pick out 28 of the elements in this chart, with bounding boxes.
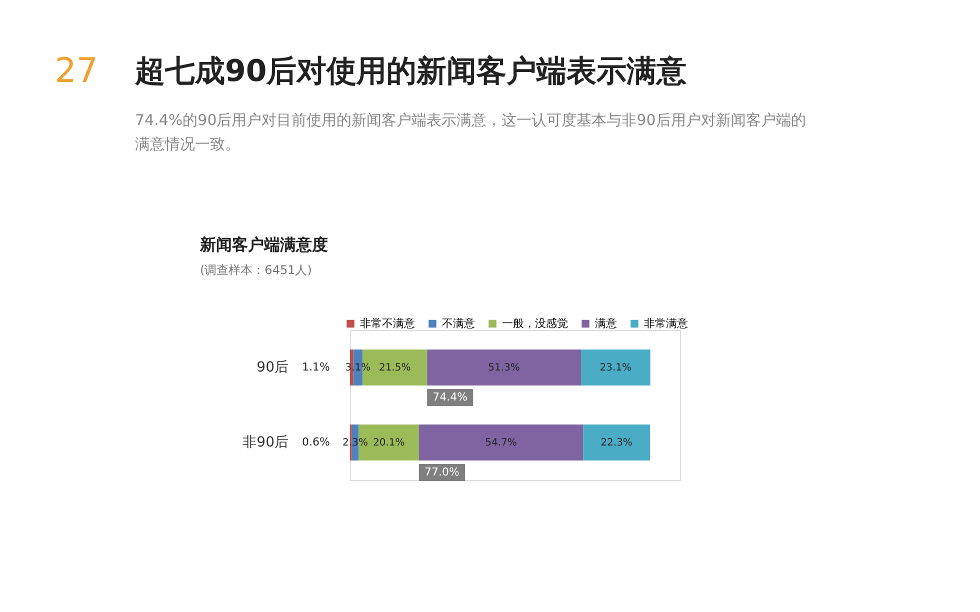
annotation: 74.4% — [432, 390, 468, 404]
data-label: 51.3% — [488, 362, 520, 374]
data-label: 3.1% — [345, 362, 371, 374]
text: (调查样本：6451人) — [200, 263, 312, 277]
data-label: 0.6% — [302, 436, 330, 448]
legend-label: 非常不满意 — [360, 316, 415, 330]
legend-label: 非常满意 — [644, 316, 688, 330]
y-tick-label: 非90后 — [242, 434, 288, 450]
legend-label: 一般，没感觉 — [502, 316, 568, 330]
chart-subtitle: 74.4%的90后用户对目前使用的新闻客户端表示满意，这一认可度基本与非90后用户对新闻客户端的满意情况一致。 — [135, 111, 806, 153]
text: 27 — [54, 51, 98, 91]
bar — [583, 424, 650, 460]
data-label: 54.7% — [485, 438, 517, 448]
annotation: 77.0% — [424, 466, 460, 478]
data-label: 23.1% — [600, 362, 632, 374]
data-label: 22.3% — [600, 438, 632, 448]
y-tick-label: 90后 — [256, 360, 288, 376]
bar — [419, 424, 584, 460]
bar — [581, 350, 650, 386]
bar — [427, 350, 581, 386]
data-label: 1.1% — [302, 360, 330, 374]
data-label: 21.5% — [378, 362, 411, 374]
legend-label: 满意 — [595, 316, 617, 330]
data-label: 2.3% — [342, 438, 368, 448]
chart-title: 超七成90后对使用的新闻客户端表示满意 — [134, 54, 688, 89]
text: 新闻客户端满意度 — [199, 235, 328, 254]
data-label: 20.1% — [372, 438, 405, 448]
legend-label: 不满意 — [442, 316, 475, 330]
